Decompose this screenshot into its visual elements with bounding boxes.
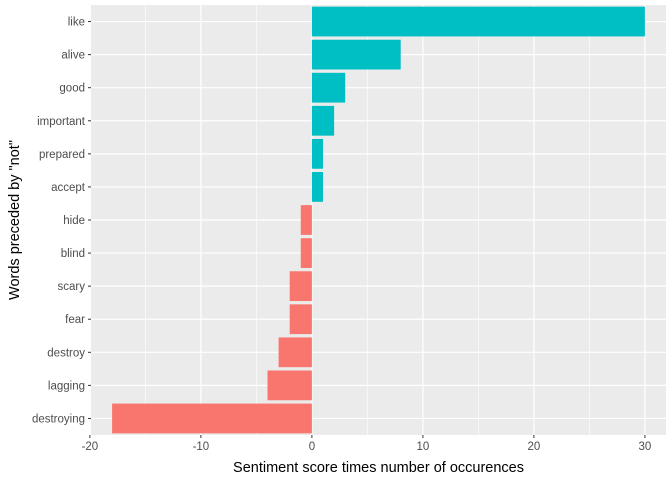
x-tick-label: 20 xyxy=(528,441,541,453)
x-tick-label: 30 xyxy=(639,441,652,453)
y-tick-label: destroy xyxy=(47,347,85,359)
bar-like xyxy=(311,6,645,37)
y-axis: like alive good important prepared accept hide… xyxy=(32,17,91,425)
bar-fear xyxy=(289,304,312,335)
bar-accept xyxy=(311,172,323,202)
y-tick-label: destroying xyxy=(32,413,85,425)
bar-important xyxy=(311,105,335,136)
bar-hide xyxy=(300,205,312,235)
y-axis-title: Words preceded by "not" xyxy=(7,140,23,300)
x-tick-label: -20 xyxy=(82,441,99,453)
x-tick-label: -10 xyxy=(193,441,210,453)
bar-lagging xyxy=(267,370,312,401)
y-tick-label: important xyxy=(37,116,86,128)
x-tick-label: 10 xyxy=(417,441,430,453)
y-tick-label: alive xyxy=(61,50,85,62)
y-tick-label: lagging xyxy=(48,380,85,392)
y-tick-label: hide xyxy=(63,215,85,227)
y-tick-label: accept xyxy=(51,182,86,194)
x-axis-title: Sentiment score times number of occurenc… xyxy=(233,460,524,476)
y-tick-label: blind xyxy=(61,248,85,260)
bar-destroy xyxy=(278,337,312,368)
bar-good xyxy=(311,72,346,103)
x-tick-label: 0 xyxy=(309,441,315,453)
bar-prepared xyxy=(311,138,323,169)
y-tick-label: prepared xyxy=(39,149,85,161)
y-tick-label: like xyxy=(68,17,85,29)
bar-destroying xyxy=(112,403,312,434)
bar-blind xyxy=(300,238,312,268)
bars xyxy=(112,6,645,434)
y-tick-label: good xyxy=(59,83,85,95)
bar-alive xyxy=(311,39,401,70)
y-tick-label: fear xyxy=(65,314,85,326)
y-tick-label: scary xyxy=(58,281,86,293)
bar-scary xyxy=(289,271,312,302)
x-axis: -20 -10 0 10 20 30 xyxy=(82,435,652,453)
